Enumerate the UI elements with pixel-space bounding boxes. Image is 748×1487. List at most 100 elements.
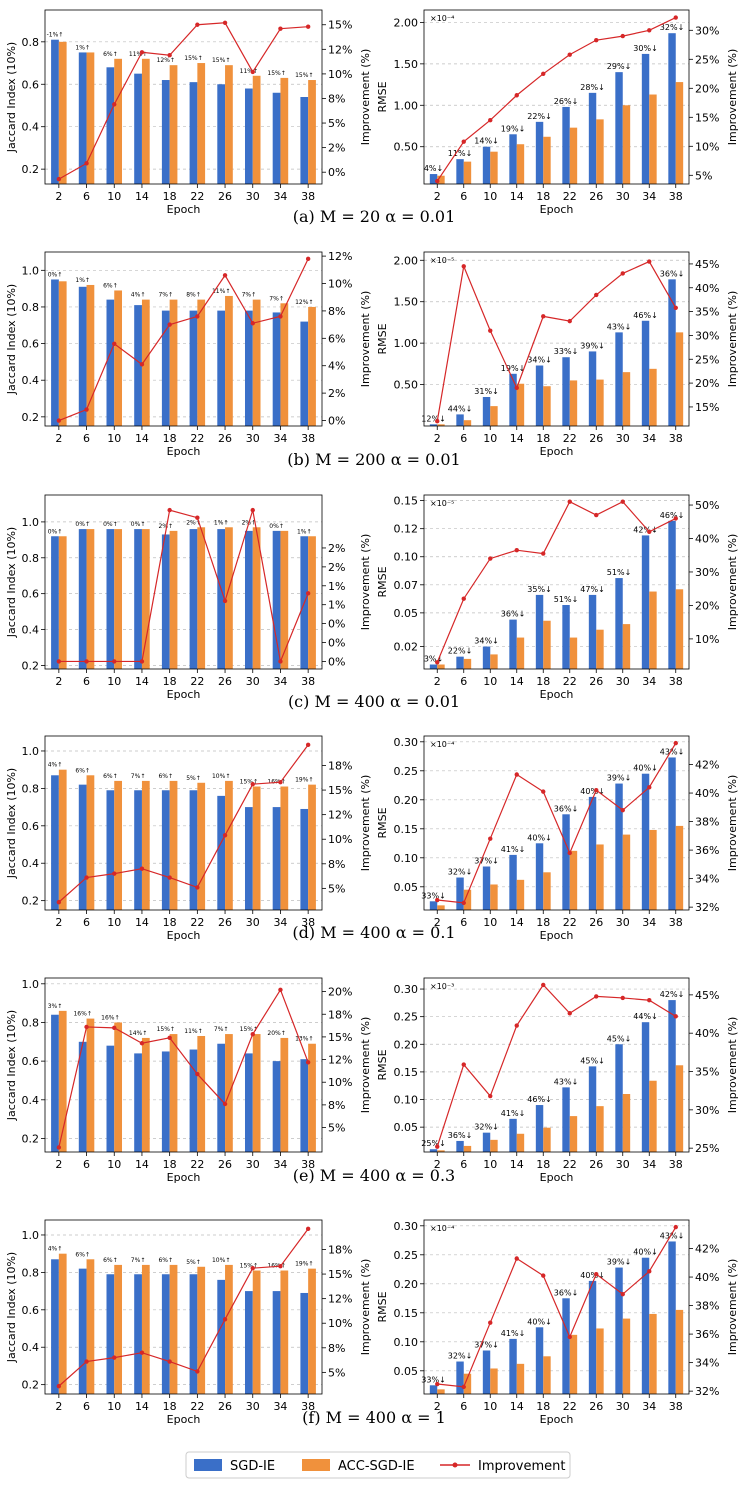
y-axis-title: Jaccard Index (10%) bbox=[5, 527, 18, 638]
y2-tick-label: 30% bbox=[695, 329, 719, 342]
sgd-bar bbox=[78, 286, 87, 426]
x-tick-label: 18 bbox=[536, 916, 550, 929]
sgd-bar bbox=[134, 790, 142, 910]
x-tick-label: 2 bbox=[55, 916, 62, 929]
improvement-line bbox=[58, 744, 309, 903]
bar-label: 7%↑ bbox=[131, 1257, 146, 1264]
x-tick-label: 26 bbox=[218, 1400, 232, 1413]
acc-bar bbox=[86, 1018, 95, 1152]
y2-tick-label: 5% bbox=[328, 1122, 345, 1135]
improvement-point bbox=[647, 998, 652, 1003]
sgd-bar bbox=[615, 72, 623, 184]
bar-label: 10%↑ bbox=[212, 1257, 230, 1264]
acc-bar bbox=[675, 82, 684, 184]
panel-caption: (e) M = 400 α = 0.3 bbox=[293, 1166, 455, 1185]
y2-axis-title: Improvement (%) bbox=[726, 1259, 739, 1356]
bar-label: 6%↑ bbox=[75, 767, 90, 774]
improvement-point bbox=[305, 591, 311, 596]
sgd-bar bbox=[78, 529, 87, 669]
y2-tick-label: 5% bbox=[328, 117, 345, 130]
y-tick-label: 0.20 bbox=[394, 794, 419, 807]
sgd-bar bbox=[641, 535, 650, 669]
bar-label: 51%↓ bbox=[554, 595, 578, 604]
improvement-point bbox=[647, 1269, 652, 1274]
plot-frame bbox=[423, 977, 690, 1153]
sgd-bar bbox=[509, 373, 517, 426]
improvement-point bbox=[620, 499, 625, 504]
x-tick-label: 6 bbox=[460, 1400, 467, 1413]
sgd-bar bbox=[456, 877, 464, 910]
sgd-bar bbox=[482, 1350, 491, 1394]
bar-label: 31%↓ bbox=[474, 387, 498, 396]
improvement-line bbox=[437, 1226, 677, 1388]
y2-tick-label: 0% bbox=[328, 415, 345, 428]
improvement-point bbox=[620, 33, 625, 39]
acc-bar bbox=[543, 386, 551, 426]
x-tick-label: 22 bbox=[563, 916, 577, 929]
improvement-point bbox=[647, 259, 652, 264]
acc-bar bbox=[225, 527, 233, 669]
sgd-bar bbox=[641, 773, 650, 910]
acc-bar bbox=[280, 530, 289, 669]
bar-label: 41%↓ bbox=[501, 1329, 525, 1338]
sgd-bar bbox=[51, 775, 59, 910]
improvement-point bbox=[647, 529, 652, 535]
bar-label: 1%↑ bbox=[75, 277, 90, 284]
x-tick-label: 2 bbox=[434, 190, 441, 203]
acc-bar bbox=[569, 127, 578, 184]
bar-label: 42%↓ bbox=[660, 990, 684, 999]
acc-bar bbox=[649, 829, 657, 910]
improvement-point bbox=[112, 341, 117, 346]
improvement-point bbox=[167, 507, 172, 513]
x-tick-label: 34 bbox=[642, 916, 656, 929]
y2-tick-label: 0% bbox=[328, 637, 345, 650]
bar-label: 4%↑ bbox=[48, 1246, 63, 1253]
y2-tick-label: 5% bbox=[328, 1366, 345, 1379]
x-tick-label: 14 bbox=[135, 675, 149, 688]
improvement-point bbox=[594, 1271, 599, 1277]
y-tick-label: 0.4 bbox=[22, 121, 40, 134]
y2-axis-title: Improvement (%) bbox=[359, 1017, 372, 1114]
x-tick-label: 38 bbox=[669, 1158, 683, 1171]
acc-bar bbox=[197, 299, 206, 426]
bar-label: 12%↑ bbox=[295, 299, 313, 306]
acc-bar bbox=[58, 1253, 67, 1394]
acc-bar bbox=[197, 1266, 206, 1394]
y2-tick-label: 5% bbox=[695, 169, 712, 182]
sgd-bar bbox=[588, 351, 597, 426]
y2-tick-label: 32% bbox=[695, 901, 719, 914]
sgd-bar bbox=[244, 807, 253, 910]
y2-tick-label: 15% bbox=[328, 1031, 352, 1044]
y-tick-label: 0.4 bbox=[22, 374, 40, 387]
improvement-point bbox=[139, 362, 145, 367]
chart-panel-9: 3%↑ 16%↑ 16%↑ 14%↑ 15%↑ 11%↑ 7%↑ 15%↑ 20%↑ 13%↑ 0.… bbox=[5, 977, 372, 1184]
sgd-bar bbox=[78, 784, 87, 910]
improvement-point bbox=[139, 1350, 145, 1355]
x-tick-label: 2 bbox=[434, 1400, 441, 1413]
acc-bar bbox=[58, 1010, 67, 1152]
bar-label: 7%↑ bbox=[131, 773, 146, 780]
improvement-point bbox=[305, 256, 311, 262]
y-tick-label: 0.8 bbox=[22, 1016, 40, 1029]
x-tick-label: 10 bbox=[483, 1158, 497, 1171]
improvement-point bbox=[567, 1011, 572, 1016]
y2-axis-title: Improvement (%) bbox=[726, 49, 739, 146]
improvement-line bbox=[436, 16, 677, 182]
sgd-bar bbox=[217, 84, 226, 184]
bar-label: 40%↓ bbox=[527, 833, 551, 842]
acc-bar bbox=[649, 1080, 657, 1152]
acc-bar bbox=[252, 1270, 261, 1394]
y2-tick-label: 10% bbox=[328, 833, 352, 846]
sgd-bar bbox=[429, 901, 438, 910]
bar-label: 46%↓ bbox=[660, 511, 684, 520]
y2-tick-label: 12% bbox=[328, 1293, 352, 1306]
x-tick-label: 30 bbox=[616, 1400, 630, 1413]
y2-tick-label: 10% bbox=[328, 1076, 352, 1089]
sgd-bar bbox=[535, 1105, 544, 1152]
x-tick-label: 34 bbox=[642, 1400, 656, 1413]
y2-tick-label: 15% bbox=[695, 401, 719, 414]
sgd-bar bbox=[161, 80, 170, 184]
bar-label: 39%↓ bbox=[580, 341, 604, 350]
y2-tick-label: 32% bbox=[695, 1385, 719, 1398]
bar-label: 6%↑ bbox=[75, 1251, 90, 1258]
